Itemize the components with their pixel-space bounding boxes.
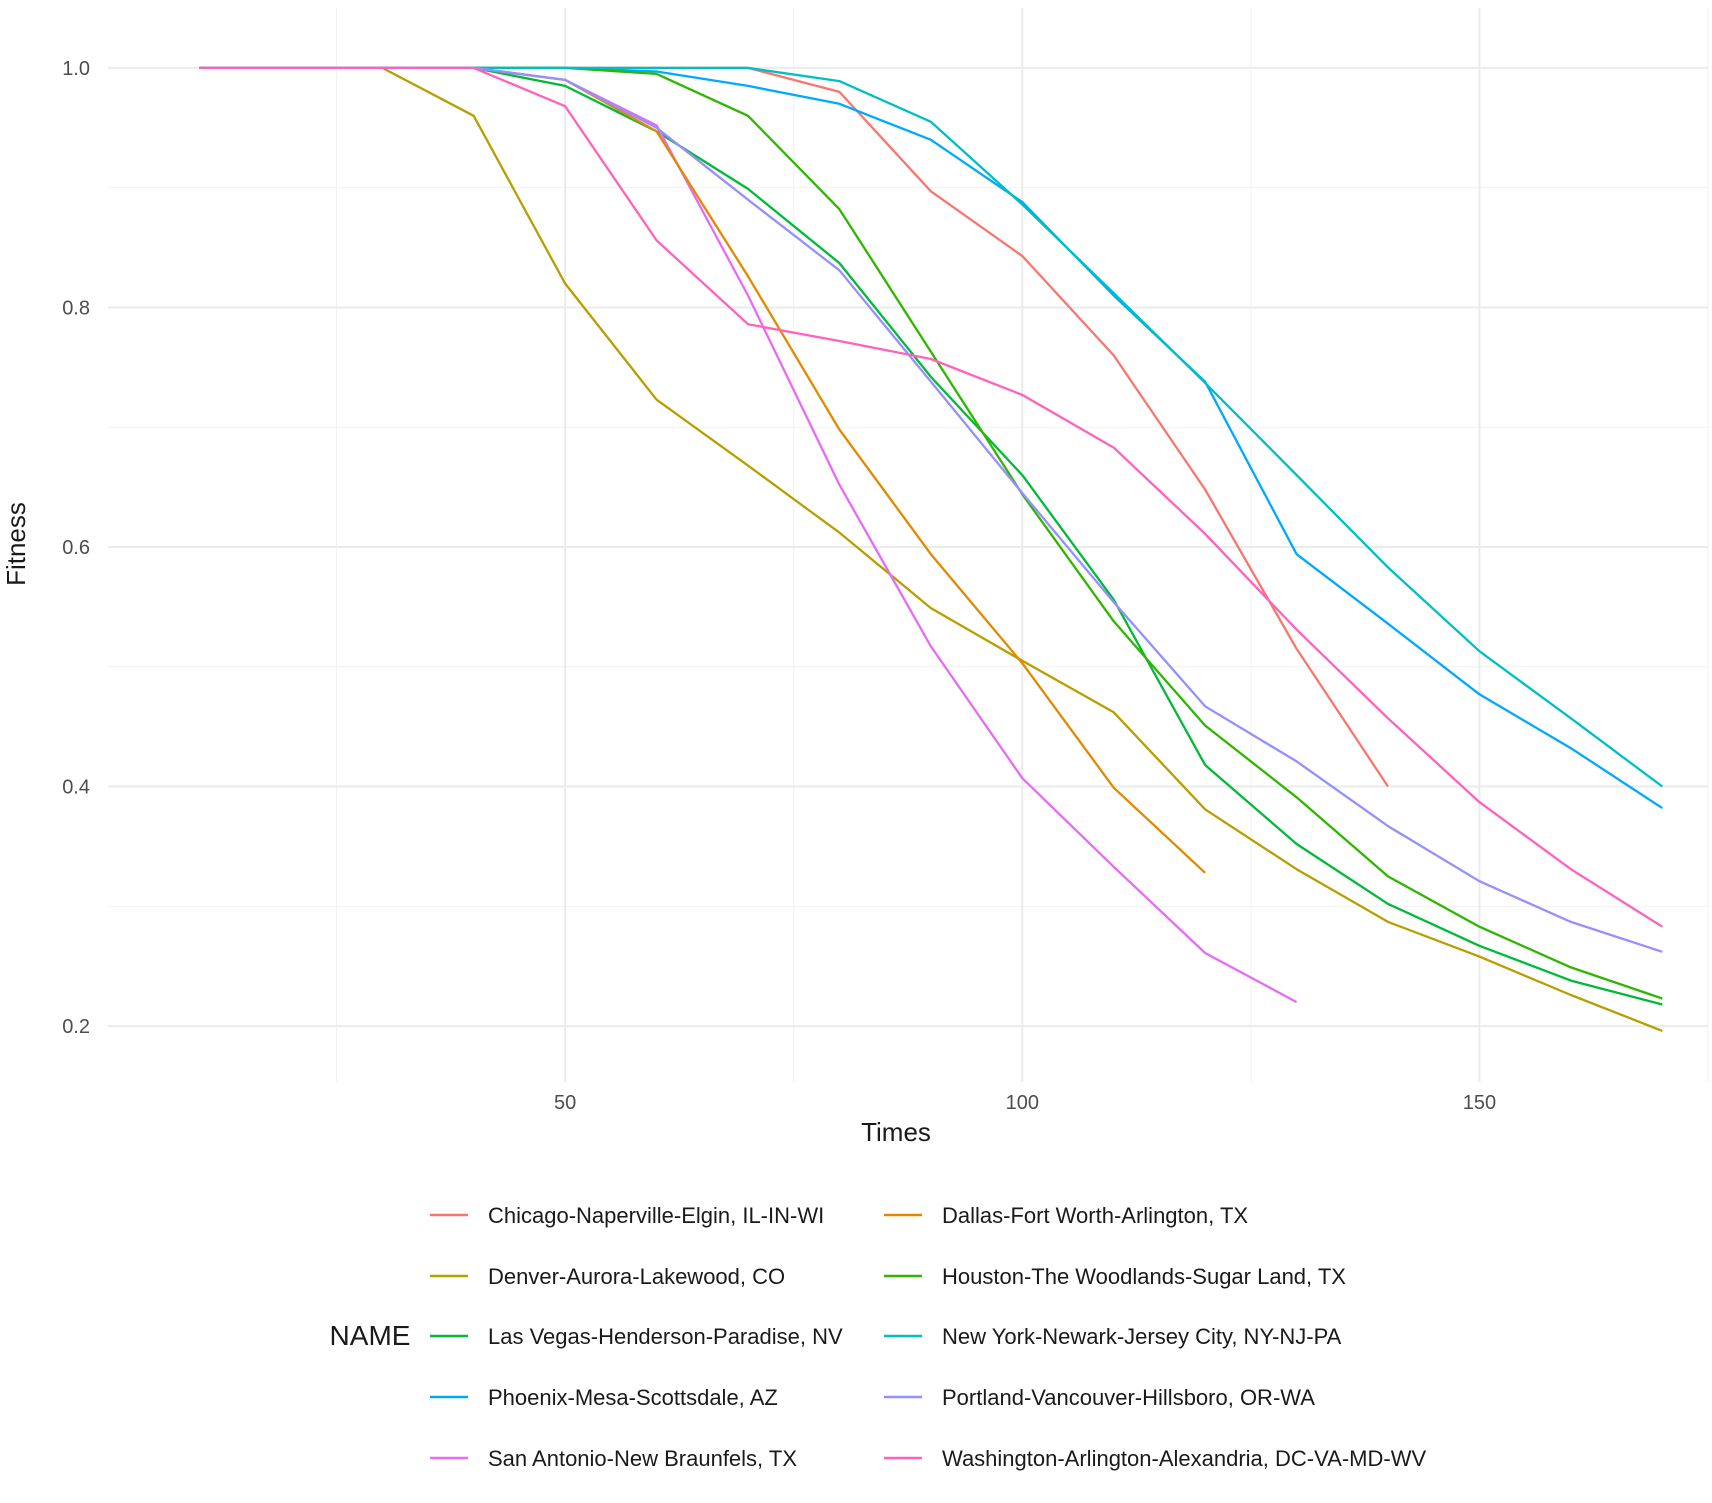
major-grid <box>108 8 1708 1082</box>
legend-item-2: Las Vegas-Henderson-Paradise, NV <box>430 1324 843 1349</box>
legend-item-3: Phoenix-Mesa-Scottsdale, AZ <box>430 1385 778 1410</box>
legend-title: NAME <box>330 1320 411 1351</box>
legend-item-7: New York-Newark-Jersey City, NY-NJ-PA <box>884 1324 1342 1349</box>
y-axis-ticks: 0.2 0.4 0.6 0.8 1.0 <box>62 58 90 1038</box>
legend-label-8: Portland-Vancouver-Hillsboro, OR-WA <box>942 1385 1315 1410</box>
legend-label-7: New York-Newark-Jersey City, NY-NJ-PA <box>942 1324 1342 1349</box>
x-tick-label-150: 150 <box>1463 1092 1496 1114</box>
y-axis-title: Fitness <box>1 502 31 586</box>
y-tick-label-0.2: 0.2 <box>62 1016 90 1038</box>
legend-label-9: Washington-Arlington-Alexandria, DC-VA-M… <box>942 1446 1426 1471</box>
minor-grid <box>108 8 1709 1082</box>
legend-label-0: Chicago-Naperville-Elgin, IL-IN-WI <box>488 1203 824 1228</box>
legend-label-6: Houston-The Woodlands-Sugar Land, TX <box>942 1264 1346 1289</box>
x-tick-label-50: 50 <box>554 1092 576 1114</box>
legend-label-4: San Antonio-New Braunfels, TX <box>488 1446 797 1471</box>
series-line-1 <box>199 66 1663 1032</box>
x-axis-title: Times <box>861 1117 931 1147</box>
x-tick-label-100: 100 <box>1006 1092 1039 1114</box>
legend-item-1: Denver-Aurora-Lakewood, CO <box>430 1264 785 1289</box>
series-line-3 <box>199 66 1663 810</box>
legend-item-4: San Antonio-New Braunfels, TX <box>430 1446 797 1471</box>
legend-item-9: Washington-Arlington-Alexandria, DC-VA-M… <box>884 1446 1426 1471</box>
series-line-9 <box>199 66 1663 928</box>
legend-item-6: Houston-The Woodlands-Sugar Land, TX <box>884 1264 1346 1289</box>
series-lines <box>199 66 1663 1032</box>
legend-label-1: Denver-Aurora-Lakewood, CO <box>488 1264 785 1289</box>
series-line-5 <box>199 66 1206 874</box>
x-axis-ticks: 50 100 150 <box>554 1092 1496 1114</box>
y-tick-label-0.4: 0.4 <box>62 777 90 799</box>
legend-label-5: Dallas-Fort Worth-Arlington, TX <box>942 1203 1248 1228</box>
y-tick-label-0.6: 0.6 <box>62 537 90 559</box>
series-line-2 <box>199 66 1663 1006</box>
legend-label-3: Phoenix-Mesa-Scottsdale, AZ <box>488 1385 778 1410</box>
legend-item-0: Chicago-Naperville-Elgin, IL-IN-WI <box>430 1203 824 1228</box>
series-line-8 <box>199 66 1663 953</box>
legend-item-8: Portland-Vancouver-Hillsboro, OR-WA <box>884 1385 1315 1410</box>
legend: Chicago-Naperville-Elgin, IL-IN-WI Denver… <box>430 1203 1426 1471</box>
legend-label-2: Las Vegas-Henderson-Paradise, NV <box>488 1324 843 1349</box>
y-tick-label-0.8: 0.8 <box>62 297 90 319</box>
y-tick-label-1.0: 1.0 <box>62 58 90 80</box>
series-line-4 <box>199 66 1298 1004</box>
legend-item-5: Dallas-Fort Worth-Arlington, TX <box>884 1203 1248 1228</box>
